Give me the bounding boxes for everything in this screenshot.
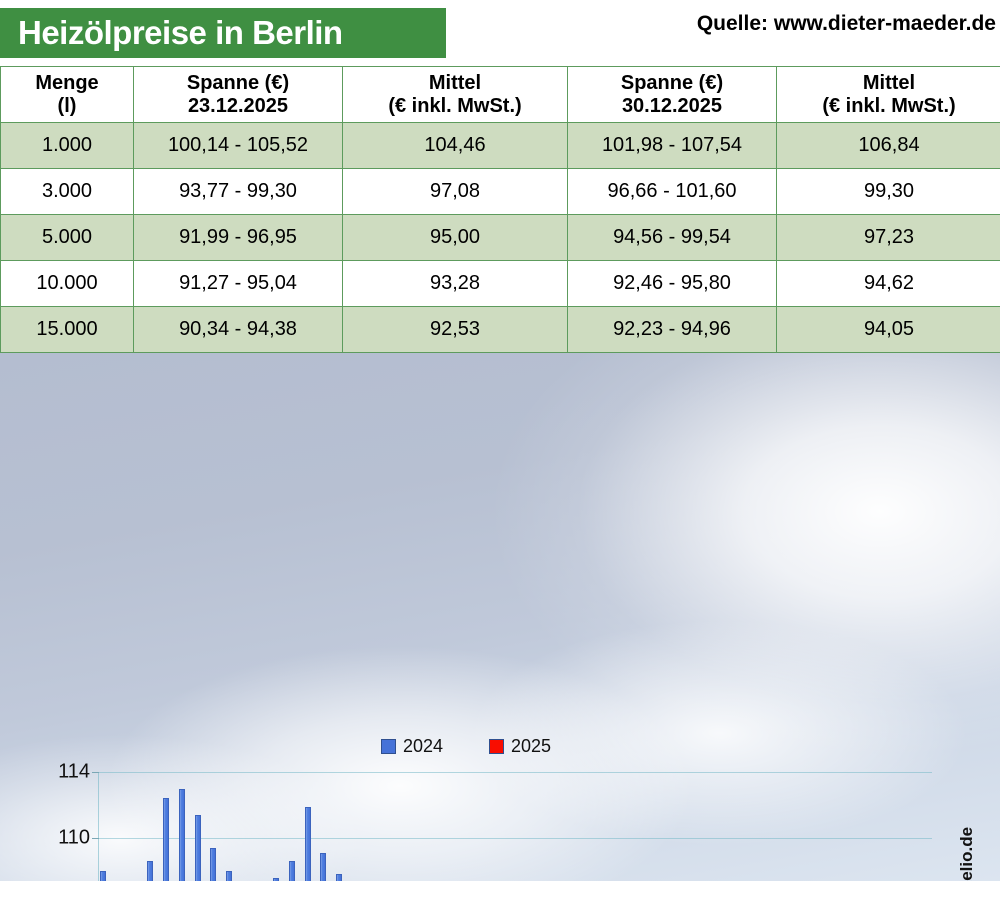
table-cell-spanne1: 91,27 - 95,04 [133, 260, 343, 307]
y-axis-tick-label: 110 [58, 826, 90, 849]
table-cell-mittel2: 94,05 [776, 306, 1000, 353]
table-header-row: Menge (l) Spanne (€) 23.12.2025 Mittel (… [0, 66, 1000, 123]
column-header-mittel-1: Mittel (€ inkl. MwSt.) [342, 66, 568, 123]
table-row: 1.000 100,14 - 105,52 104,46 101,98 - 107,5… [0, 122, 1000, 169]
y-axis-tick [92, 838, 99, 839]
table-cell-spanne2: 92,46 - 95,80 [567, 260, 777, 307]
table-cell-menge: 1.000 [0, 122, 134, 169]
column-header-mittel-2-line1: Mittel [862, 71, 916, 94]
gridline [99, 838, 932, 839]
bar-2024-week-8 [210, 847, 217, 881]
table-head: Menge (l) Spanne (€) 23.12.2025 Mittel (… [0, 66, 1000, 123]
table-cell-mittel2: 97,23 [776, 214, 1000, 261]
column-header-mittel-2: Mittel (€ inkl. MwSt.) [776, 66, 1000, 123]
bar-2024-week-5 [163, 798, 170, 881]
column-header-mittel-1-line2: (€ inkl. MwSt.) [388, 94, 522, 117]
page-header: Heizölpreise in Berlin Quelle: www.diete… [0, 0, 1000, 66]
bar-2024-week-7 [194, 814, 201, 881]
bar-2024-week-1 [100, 871, 107, 881]
table-row: 5.000 91,99 - 96,95 95,00 94,56 - 99,54 97,2… [0, 214, 1000, 261]
legend-label-2025: 2025 [511, 736, 552, 756]
table-cell-mittel1: 93,28 [342, 260, 568, 307]
table-cell-spanne2: 94,56 - 99,54 [567, 214, 777, 261]
table-cell-spanne1: 91,99 - 96,95 [133, 214, 343, 261]
price-table: Menge (l) Spanne (€) 23.12.2025 Mittel (… [0, 66, 1000, 353]
table-cell-spanne1: 93,77 - 99,30 [133, 168, 343, 215]
bar-2024-week-12 [273, 877, 280, 881]
legend-label-2024: 2024 [402, 736, 443, 756]
table-row: 3.000 93,77 - 99,30 97,08 96,66 - 101,60 99,… [0, 168, 1000, 215]
table-row: 15.000 90,34 - 94,38 92,53 92,23 - 94,96 94,… [0, 306, 1000, 353]
table-cell-menge: 5.000 [0, 214, 134, 261]
y-axis-tick [92, 772, 99, 773]
y-axis-line [98, 772, 99, 881]
bar-2024-week-14 [304, 806, 311, 881]
photo-credit: Foto: Joujou/pixelio.de [957, 827, 977, 881]
table-cell-menge: 15.000 [0, 306, 134, 353]
title-banner: Heizölpreise in Berlin [0, 8, 446, 58]
bar-2024-week-16 [335, 874, 342, 881]
column-header-menge-line2: (l) [57, 94, 77, 117]
legend-swatch-2024 [380, 739, 396, 754]
column-header-spanne-1-line1: Spanne (€) [186, 71, 290, 94]
plot-area [92, 772, 932, 881]
column-header-mittel-1-line1: Mittel [428, 71, 482, 94]
table-cell-spanne1: 90,34 - 94,38 [133, 306, 343, 353]
bar-2024-week-4 [147, 861, 154, 881]
table-cell-mittel1: 95,00 [342, 214, 568, 261]
column-header-menge: Menge (l) [0, 66, 134, 123]
legend-item-2024: 2024 [380, 736, 443, 757]
column-header-spanne-2: Spanne (€) 30.12.2025 [567, 66, 777, 123]
column-header-spanne-1-line2: 23.12.2025 [187, 94, 289, 117]
table-row: 10.000 91,27 - 95,04 93,28 92,46 - 95,80 94,… [0, 260, 1000, 307]
y-axis-tick-label: 114 [58, 760, 90, 783]
chart-legend: 2024 2025 [0, 736, 932, 757]
table-cell-mittel2: 99,30 [776, 168, 1000, 215]
table-cell-spanne2: 101,98 - 107,54 [567, 122, 777, 169]
table-cell-mittel1: 104,46 [342, 122, 568, 169]
column-header-menge-line1: Menge [35, 71, 99, 94]
table-cell-spanne2: 96,66 - 101,60 [567, 168, 777, 215]
page-title: Heizölpreise in Berlin [18, 14, 343, 51]
table-cell-mittel2: 106,84 [776, 122, 1000, 169]
table-cell-menge: 10.000 [0, 260, 134, 307]
column-header-mittel-2-line2: (€ inkl. MwSt.) [822, 94, 956, 117]
table-cell-menge: 3.000 [0, 168, 134, 215]
y-axis-labels: 909498102106110114 [24, 353, 90, 881]
bar-2024-week-9 [225, 871, 232, 881]
column-header-spanne-1: Spanne (€) 23.12.2025 [133, 66, 343, 123]
bar-2024-week-15 [320, 852, 327, 881]
table-cell-spanne1: 100,14 - 105,52 [133, 122, 343, 169]
source-label: Quelle: www.dieter-maeder.de [696, 12, 996, 35]
table-cell-spanne2: 92,23 - 94,96 [567, 306, 777, 353]
price-history-chart: 2024 2025 909498102106110114 1.4.7.10.13… [0, 353, 1000, 881]
table-cell-mittel1: 97,08 [342, 168, 568, 215]
table-cell-mittel2: 94,62 [776, 260, 1000, 307]
column-header-spanne-2-line2: 30.12.2025 [621, 94, 723, 117]
table-cell-mittel1: 92,53 [342, 306, 568, 353]
bar-2024-week-6 [178, 788, 185, 881]
legend-item-2025: 2025 [489, 736, 551, 757]
table-body: 1.000 100,14 - 105,52 104,46 101,98 - 107,5… [0, 122, 1000, 353]
legend-swatch-2025 [489, 739, 504, 754]
column-header-spanne-2-line1: Spanne (€) [620, 71, 724, 94]
bar-2024-week-13 [288, 861, 295, 881]
gridline [99, 772, 932, 773]
